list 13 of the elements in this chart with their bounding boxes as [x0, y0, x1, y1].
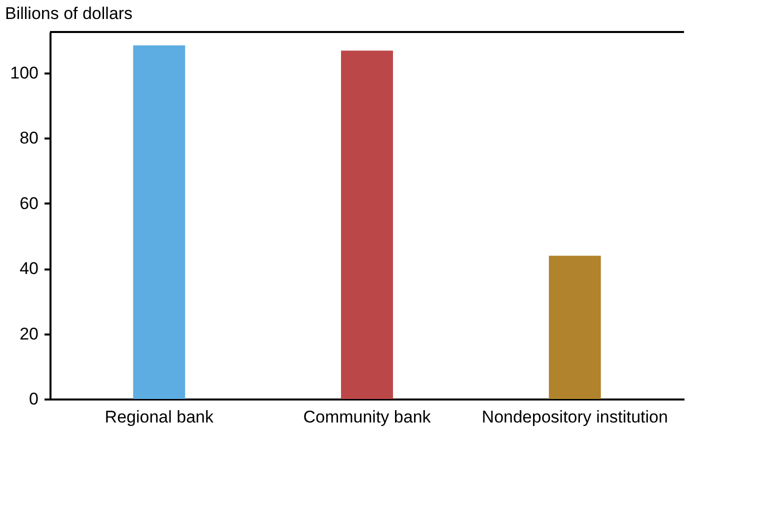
bar: [548, 256, 601, 399]
y-axis-title: Billions of dollars: [5, 4, 133, 23]
x-tick-label: Nondepository institution: [482, 408, 668, 426]
y-tick-label: 80: [20, 128, 38, 148]
y-tick-label: 100: [10, 63, 38, 82]
x-tick-label: Community bank: [303, 408, 432, 426]
y-tick-label: 0: [29, 390, 38, 408]
bar: [341, 50, 393, 399]
y-tick-label: 40: [20, 259, 38, 278]
bar: [133, 45, 186, 399]
y-tick-label: 20: [20, 324, 38, 344]
y-tick-label: 60: [20, 194, 38, 213]
x-tick-label: Regional bank: [104, 408, 214, 426]
